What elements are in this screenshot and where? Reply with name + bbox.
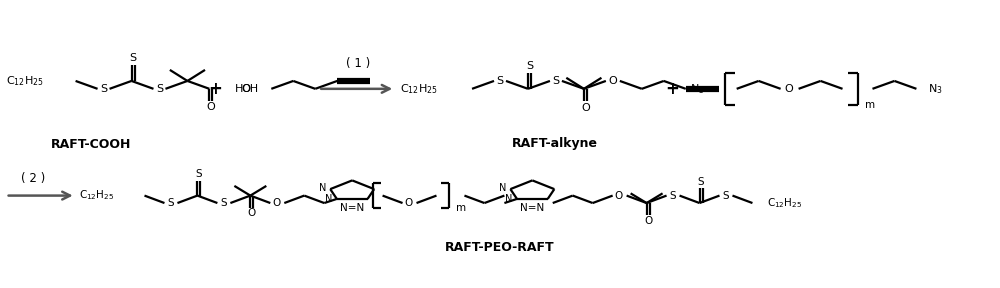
Text: O: O: [248, 208, 256, 218]
Text: N: N: [505, 194, 513, 204]
Text: +: +: [665, 80, 679, 98]
Text: OH: OH: [241, 84, 258, 94]
Text: N: N: [325, 194, 333, 204]
Text: RAFT-alkyne: RAFT-alkyne: [512, 137, 598, 151]
Text: RAFT-COOH: RAFT-COOH: [50, 137, 131, 151]
Text: O: O: [272, 198, 280, 208]
Text: S: S: [196, 169, 202, 179]
Text: S: S: [496, 76, 504, 86]
Text: N$_3$: N$_3$: [690, 82, 704, 96]
Text: S: S: [100, 84, 107, 94]
Text: S: S: [129, 53, 137, 63]
Text: S: S: [669, 191, 676, 200]
Text: N: N: [319, 183, 326, 193]
Text: S: S: [722, 191, 729, 200]
Text: N$_3$: N$_3$: [928, 82, 943, 96]
Text: O: O: [608, 76, 617, 86]
Text: m: m: [865, 100, 876, 110]
Text: C$_{12}$H$_{25}$: C$_{12}$H$_{25}$: [6, 74, 43, 88]
Text: S: S: [156, 84, 163, 94]
Text: N=N: N=N: [520, 204, 544, 213]
Text: C$_{12}$H$_{25}$: C$_{12}$H$_{25}$: [79, 189, 114, 202]
Text: O: O: [644, 216, 652, 226]
Text: +: +: [208, 80, 222, 98]
Text: ( 2 ): ( 2 ): [21, 172, 45, 185]
Text: O: O: [207, 102, 215, 112]
Text: N: N: [499, 183, 506, 193]
Text: O: O: [404, 198, 413, 208]
Text: O: O: [784, 84, 793, 94]
Text: HO: HO: [235, 84, 252, 94]
Text: ( 1 ): ( 1 ): [346, 57, 370, 70]
Text: O: O: [581, 103, 590, 113]
Text: S: S: [220, 198, 227, 208]
Text: S: S: [698, 177, 704, 187]
Text: m: m: [456, 204, 467, 213]
Text: C$_{12}$H$_{25}$: C$_{12}$H$_{25}$: [767, 196, 803, 210]
Text: RAFT-PEO-RAFT: RAFT-PEO-RAFT: [445, 241, 555, 254]
Text: S: S: [552, 76, 559, 86]
Text: O: O: [615, 191, 623, 200]
Text: N=N: N=N: [340, 204, 364, 213]
Text: C$_{12}$H$_{25}$: C$_{12}$H$_{25}$: [400, 82, 438, 96]
Text: S: S: [167, 198, 174, 208]
Text: S: S: [526, 61, 533, 71]
